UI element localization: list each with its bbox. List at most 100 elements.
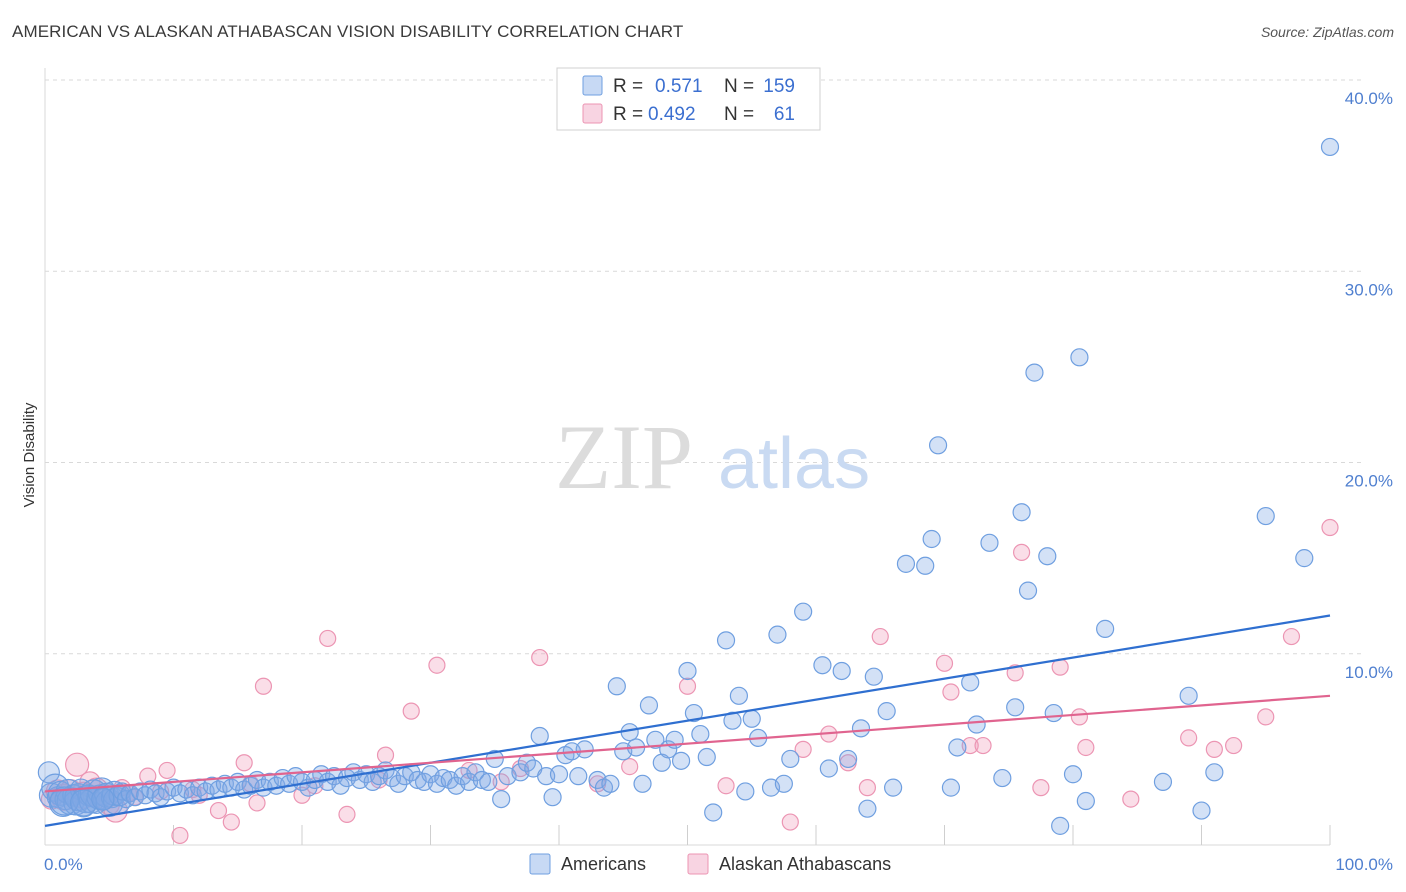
data-point <box>736 782 755 801</box>
data-point <box>858 779 877 797</box>
correlation-legend: R = 0.571 N = 159 R = 0.492 N = 61 <box>556 67 821 131</box>
y-tick-label: 10.0% <box>1345 663 1393 682</box>
data-point <box>1295 549 1314 568</box>
data-point <box>922 529 941 549</box>
data-point <box>691 724 710 744</box>
bottom-legend-americans: Americans <box>561 854 646 874</box>
data-point <box>530 726 549 746</box>
trend-lines <box>44 614 1331 827</box>
legend-r-alaskan: 0.492 <box>648 104 696 125</box>
x-tick-label: 0.0% <box>44 855 83 874</box>
data-point <box>678 677 697 695</box>
bottom-legend-alaskan: Alaskan Athabascans <box>719 854 891 874</box>
data-point <box>993 768 1012 788</box>
legend-box <box>556 67 821 131</box>
data-point <box>774 774 793 793</box>
data-point <box>1006 698 1025 717</box>
grid-lines <box>45 79 1365 655</box>
data-point <box>858 799 877 818</box>
data-point <box>1012 543 1031 561</box>
data-point <box>883 778 903 797</box>
trend-line-alaskan <box>44 694 1331 793</box>
data-point <box>1076 791 1095 811</box>
x-tick-label: 100.0% <box>1335 855 1393 874</box>
data-point <box>941 778 961 797</box>
data-point <box>575 740 594 759</box>
data-point <box>65 752 90 777</box>
data-point <box>1205 763 1224 782</box>
data-point <box>1006 664 1024 682</box>
data-point <box>639 696 659 715</box>
legend-swatch-americans <box>582 75 603 96</box>
data-point <box>716 631 736 650</box>
data-point <box>248 794 266 812</box>
legend-n-americans: 159 <box>763 76 795 97</box>
data-point <box>1025 363 1044 382</box>
data-point <box>543 788 562 807</box>
watermark-atlas: atlas <box>718 424 870 504</box>
data-point <box>1205 740 1223 758</box>
watermark: ZIP atlas <box>555 406 870 508</box>
data-point <box>1225 736 1243 755</box>
data-point <box>832 661 851 681</box>
data-point <box>671 751 691 770</box>
data-point <box>1282 627 1301 646</box>
data-point <box>864 667 883 686</box>
data-point <box>1038 547 1057 566</box>
data-point <box>916 556 935 575</box>
data-point <box>158 761 176 780</box>
data-point <box>768 625 787 644</box>
data-point <box>428 656 446 674</box>
data-point <box>338 805 356 824</box>
data-point <box>974 736 992 755</box>
y-tick-label: 40.0% <box>1345 89 1393 108</box>
data-point <box>376 746 395 764</box>
data-point <box>1018 581 1038 600</box>
data-point <box>684 703 704 723</box>
bottom-legend-swatch-americans <box>529 853 551 875</box>
data-point <box>235 754 253 772</box>
data-point <box>633 774 652 793</box>
data-point <box>209 801 228 820</box>
source-credit: Source: ZipAtlas.com <box>1260 24 1394 40</box>
data-point <box>1192 801 1211 820</box>
data-point <box>781 813 799 831</box>
data-point <box>704 803 723 822</box>
data-point <box>839 749 858 769</box>
data-point <box>697 747 716 767</box>
legend-n-label: N = <box>724 104 754 125</box>
data-point <box>819 759 838 778</box>
data-point <box>69 789 98 817</box>
data-point <box>37 761 60 784</box>
tick-labels: 10.0% 20.0% 30.0% 40.0% 0.0% 100.0% <box>44 89 1393 874</box>
data-point <box>928 436 948 455</box>
data-point <box>1122 790 1140 808</box>
data-point <box>402 702 420 720</box>
data-point <box>1256 506 1275 526</box>
data-point <box>479 772 498 791</box>
y-tick-label: 20.0% <box>1345 472 1393 491</box>
data-point <box>813 656 832 675</box>
data-point <box>967 715 986 734</box>
data-point <box>531 648 549 667</box>
data-point <box>1096 619 1115 638</box>
series-legend: Americans Alaskan Athabascans <box>529 853 891 875</box>
data-point <box>254 677 273 695</box>
y-tick-label: 30.0% <box>1345 280 1393 299</box>
data-point <box>678 661 697 681</box>
data-point <box>877 702 896 721</box>
data-point <box>1153 772 1173 791</box>
data-point <box>1321 518 1339 537</box>
data-point <box>935 654 954 672</box>
data-point <box>607 677 626 696</box>
data-point <box>171 826 189 845</box>
data-point <box>781 749 800 769</box>
data-point <box>794 602 813 621</box>
chart-title: AMERICAN VS ALASKAN ATHABASCAN VISION DI… <box>12 22 684 41</box>
legend-r-americans: 0.571 <box>655 76 703 97</box>
data-point <box>1070 708 1089 726</box>
data-point <box>723 711 742 730</box>
legend-r-label: R = <box>613 76 643 97</box>
trend-line-americans <box>44 614 1331 827</box>
